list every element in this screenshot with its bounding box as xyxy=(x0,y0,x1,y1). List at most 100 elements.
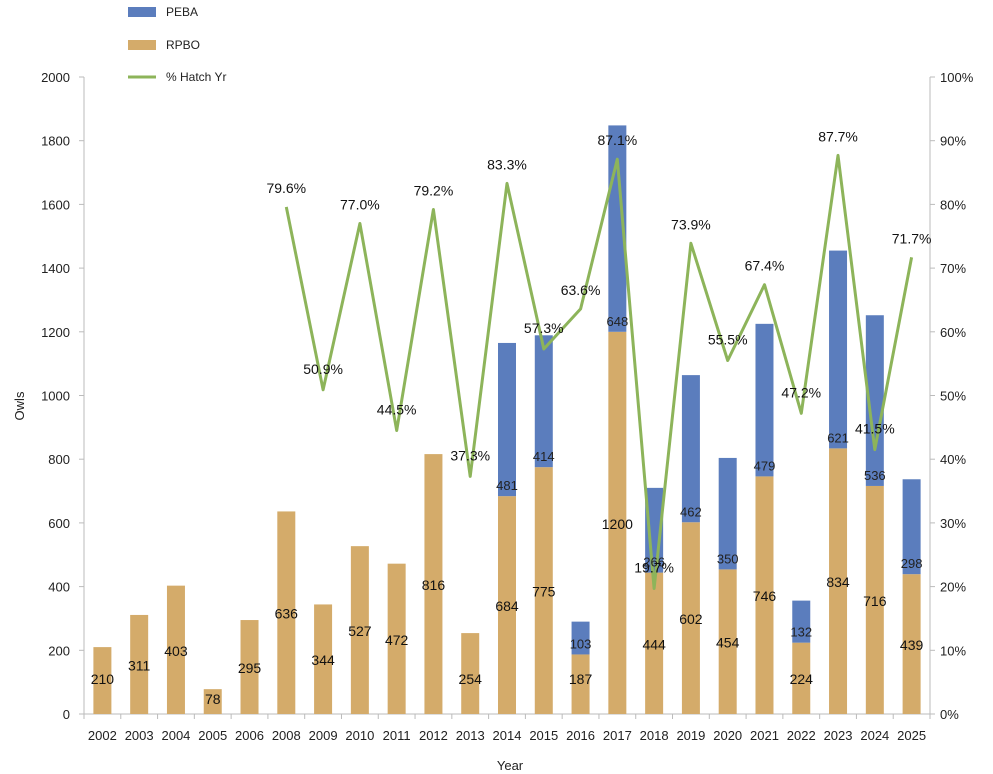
bar-rpbo xyxy=(498,496,516,714)
x-tick-label: 2023 xyxy=(824,728,853,743)
y-tick-label: 1200 xyxy=(41,325,70,340)
x-tick-label: 2010 xyxy=(345,728,374,743)
x-tick-label: 2022 xyxy=(787,728,816,743)
bar-rpbo xyxy=(277,511,296,714)
y-axis-title: Owls xyxy=(12,391,27,420)
hatch-pct-label: 57.3% xyxy=(524,320,564,336)
rpbo-value-label: 78 xyxy=(205,691,221,707)
rpbo-value-label: 472 xyxy=(385,632,409,648)
hatch-pct-label: 41.5% xyxy=(855,421,895,437)
rpbo-value-label: 636 xyxy=(275,606,299,622)
legend-label-hatch: % Hatch Yr xyxy=(166,70,226,84)
x-tick-label: 2006 xyxy=(235,728,264,743)
y-tick-label: 1600 xyxy=(41,197,70,212)
bar-rpbo xyxy=(240,620,259,714)
hatch-pct-label: 44.5% xyxy=(377,402,417,418)
hatch-pct-label: 83.3% xyxy=(487,156,527,172)
rpbo-value-label: 684 xyxy=(495,598,519,614)
bar-peba xyxy=(902,479,921,575)
peba-value-label: 132 xyxy=(790,625,812,640)
peba-value-label: 103 xyxy=(570,636,592,651)
x-tick-label: 2025 xyxy=(897,728,926,743)
peba-value-label: 479 xyxy=(754,458,776,473)
y2-tick-label: 90% xyxy=(940,134,966,149)
y2-tick-label: 60% xyxy=(940,325,966,340)
axes: 0 200 400 600 800 1000 1200 1400 1600 1800 2000 0% 1… xyxy=(41,70,974,743)
hatch-year-line xyxy=(284,153,914,590)
x-tick-label: 2019 xyxy=(676,728,705,743)
bar-rpbo xyxy=(902,574,921,714)
peba-value-label: 481 xyxy=(496,478,518,493)
rpbo-value-label: 746 xyxy=(753,588,777,604)
hatch-year-polyline xyxy=(284,153,914,590)
y-tick-label: 600 xyxy=(48,516,70,531)
bar-rpbo xyxy=(461,633,480,714)
hatch-pct-label: 37.3% xyxy=(450,447,490,463)
rpbo-value-label: 1200 xyxy=(602,516,633,532)
y2-tick-label: 10% xyxy=(940,643,966,658)
bar-rpbo xyxy=(534,467,553,714)
x-tick-label: 2005 xyxy=(198,728,227,743)
bars xyxy=(93,125,921,714)
bar-rpbo xyxy=(571,654,590,714)
bar-rpbo xyxy=(792,642,811,714)
rpbo-value-label: 210 xyxy=(91,671,115,687)
bar-peba xyxy=(829,250,848,449)
legend-swatch-rpbo xyxy=(128,40,156,50)
x-tick-label: 2004 xyxy=(161,728,190,743)
bar-peba xyxy=(792,600,811,643)
x-tick-label: 2011 xyxy=(383,728,411,743)
hatch-pct-label: 77.0% xyxy=(340,197,380,213)
rpbo-value-label: 454 xyxy=(716,635,740,651)
bar-rpbo xyxy=(755,476,774,714)
rpbo-value-label: 403 xyxy=(164,643,188,659)
rpbo-value-label: 716 xyxy=(863,593,887,609)
y2-tick-label: 100% xyxy=(940,70,974,85)
bar-rpbo xyxy=(608,331,627,714)
peba-value-label: 648 xyxy=(606,314,628,329)
bar-peba xyxy=(755,323,774,477)
x-tick-label: 2017 xyxy=(603,728,632,743)
hatch-pct-label: 47.2% xyxy=(781,384,821,400)
hatch-pct-label: 79.6% xyxy=(266,180,306,196)
rpbo-value-label: 527 xyxy=(348,623,372,639)
hatch-pct-label: 19.7% xyxy=(634,560,674,576)
x-tick-label: 2013 xyxy=(456,728,485,743)
y-tick-label: 0 xyxy=(63,707,70,722)
x-tick-label: 2014 xyxy=(493,728,522,743)
y-tick-label: 200 xyxy=(48,643,70,658)
x-axis-title: Year xyxy=(497,758,524,773)
x-tick-label: 2003 xyxy=(125,728,154,743)
bar-rpbo xyxy=(314,604,333,714)
y2-tick-label: 80% xyxy=(940,197,966,212)
hatch-pct-label: 67.4% xyxy=(745,258,785,274)
legend: PEBA RPBO % Hatch Yr xyxy=(128,5,226,84)
bar-rpbo xyxy=(387,563,406,714)
rpbo-value-label: 254 xyxy=(459,671,483,687)
bar-rpbo xyxy=(350,546,369,714)
legend-label-peba: PEBA xyxy=(166,5,198,19)
peba-value-label: 266 xyxy=(643,555,665,570)
hatch-pct-label: 87.7% xyxy=(818,128,858,144)
bar-rpbo xyxy=(93,647,112,714)
bar-peba xyxy=(718,457,737,570)
x-tick-label: 2018 xyxy=(640,728,669,743)
bar-rpbo xyxy=(203,689,222,714)
rpbo-value-label: 344 xyxy=(311,652,335,668)
hatch-pct-label: 71.7% xyxy=(892,230,932,246)
peba-value-label: 298 xyxy=(901,556,923,571)
y-tick-label: 1800 xyxy=(41,134,70,149)
bar-peba xyxy=(498,342,516,497)
y2-tick-label: 0% xyxy=(940,707,959,722)
rpbo-value-label: 224 xyxy=(790,671,814,687)
bar-rpbo xyxy=(166,585,185,714)
rpbo-value-label: 444 xyxy=(642,636,666,652)
y-tick-label: 1000 xyxy=(41,389,70,404)
rpbo-value-label: 816 xyxy=(422,577,446,593)
rpbo-value-label: 834 xyxy=(826,574,850,590)
x-tick-label: 2020 xyxy=(713,728,742,743)
rpbo-value-label: 295 xyxy=(238,660,262,676)
bar-rpbo xyxy=(865,485,884,714)
x-tick-label: 2002 xyxy=(88,728,117,743)
peba-value-label: 621 xyxy=(827,430,849,445)
